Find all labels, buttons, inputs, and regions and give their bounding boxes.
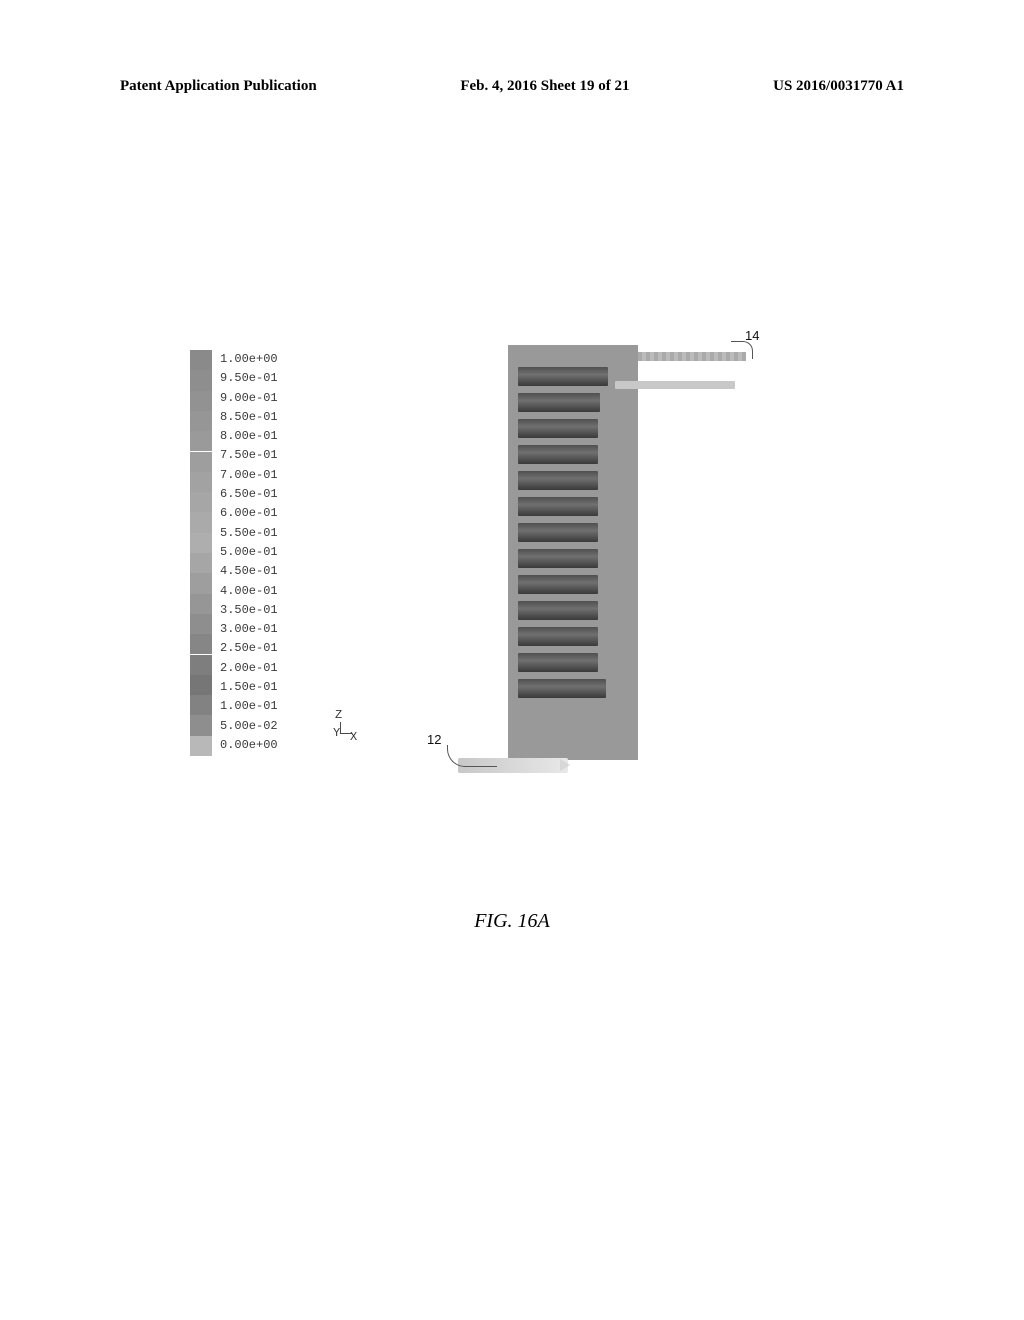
- legend-tick-label: 4.00e-01: [220, 582, 278, 601]
- legend-segment: [190, 594, 212, 614]
- legend-tick-label: 9.50e-01: [220, 369, 278, 388]
- column-plate: [518, 497, 598, 516]
- legend-tick-label: 5.00e-02: [220, 717, 278, 736]
- callout-14: 14: [745, 328, 759, 343]
- column-plate: [518, 471, 598, 490]
- column-plate: [518, 653, 598, 672]
- legend-segment: [190, 370, 212, 390]
- legend-segment: [190, 431, 212, 451]
- column-plate: [518, 679, 606, 698]
- header-left: Patent Application Publication: [120, 78, 317, 95]
- column-plate: [518, 523, 598, 542]
- column-plate: [518, 575, 598, 594]
- legend-segment: [190, 472, 212, 492]
- legend-tick-label: 1.50e-01: [220, 678, 278, 697]
- simulation-view: 14 12: [455, 345, 765, 775]
- legend-tick-label: 6.00e-01: [220, 504, 278, 523]
- legend-tick-label: 7.00e-01: [220, 466, 278, 485]
- axis-y-label: Y: [333, 726, 340, 740]
- legend-segment: [190, 533, 212, 553]
- figure-caption: FIG. 16A: [0, 910, 1024, 933]
- legend-segment: [190, 634, 212, 654]
- column-plate: [518, 601, 598, 620]
- legend-segment: [190, 512, 212, 532]
- legend-segment: [190, 452, 212, 472]
- column-plate: [518, 445, 598, 464]
- axis-z-label: Z: [335, 708, 342, 722]
- header-center: Feb. 4, 2016 Sheet 19 of 21: [460, 78, 629, 95]
- legend-segment: [190, 411, 212, 431]
- legend-tick-label: 8.50e-01: [220, 408, 278, 427]
- outlet-stream: [638, 352, 746, 361]
- legend-segment: [190, 715, 212, 735]
- patent-header: Patent Application Publication Feb. 4, 2…: [120, 78, 904, 95]
- legend-segment: [190, 675, 212, 695]
- callout-line-14: [731, 341, 753, 359]
- axis-x-label: X: [350, 730, 357, 744]
- legend-tick-label: 1.00e-01: [220, 697, 278, 716]
- legend-tick-label: 3.00e-01: [220, 620, 278, 639]
- legend-colorbar: [190, 350, 212, 756]
- legend-segment: [190, 655, 212, 675]
- legend-segment: [190, 614, 212, 634]
- legend-tick-label: 5.50e-01: [220, 524, 278, 543]
- legend-tick-label: 7.50e-01: [220, 446, 278, 465]
- legend-segment: [190, 553, 212, 573]
- legend-tick-label: 5.00e-01: [220, 543, 278, 562]
- legend-tick-label: 4.50e-01: [220, 562, 278, 581]
- callout-line-12: [447, 745, 497, 767]
- column-plate: [518, 393, 600, 412]
- column-plate: [518, 419, 598, 438]
- legend-segment: [190, 391, 212, 411]
- reactor-column: [508, 345, 638, 760]
- outlet-line: [615, 381, 735, 389]
- arrow-right-icon: [560, 759, 570, 771]
- legend-segment: [190, 573, 212, 593]
- legend-tick-label: 3.50e-01: [220, 601, 278, 620]
- legend-tick-label: 1.00e+00: [220, 350, 278, 369]
- color-legend: 1.00e+009.50e-019.00e-018.50e-018.00e-01…: [190, 350, 278, 756]
- legend-segment: [190, 736, 212, 756]
- legend-tick-label: 2.00e-01: [220, 659, 278, 678]
- legend-segment: [190, 695, 212, 715]
- legend-tick-label: 0.00e+00: [220, 736, 278, 755]
- legend-tick-label: 2.50e-01: [220, 639, 278, 658]
- legend-segment: [190, 492, 212, 512]
- legend-tick-label: 6.50e-01: [220, 485, 278, 504]
- column-plate: [518, 367, 608, 386]
- column-plate: [518, 549, 598, 568]
- callout-12: 12: [427, 732, 441, 747]
- column-plate: [518, 627, 598, 646]
- legend-labels: 1.00e+009.50e-019.00e-018.50e-018.00e-01…: [220, 350, 278, 756]
- legend-tick-label: 9.00e-01: [220, 389, 278, 408]
- legend-segment: [190, 350, 212, 370]
- figure-area: 1.00e+009.50e-019.00e-018.50e-018.00e-01…: [190, 350, 780, 790]
- legend-tick-label: 8.00e-01: [220, 427, 278, 446]
- header-right: US 2016/0031770 A1: [773, 78, 904, 95]
